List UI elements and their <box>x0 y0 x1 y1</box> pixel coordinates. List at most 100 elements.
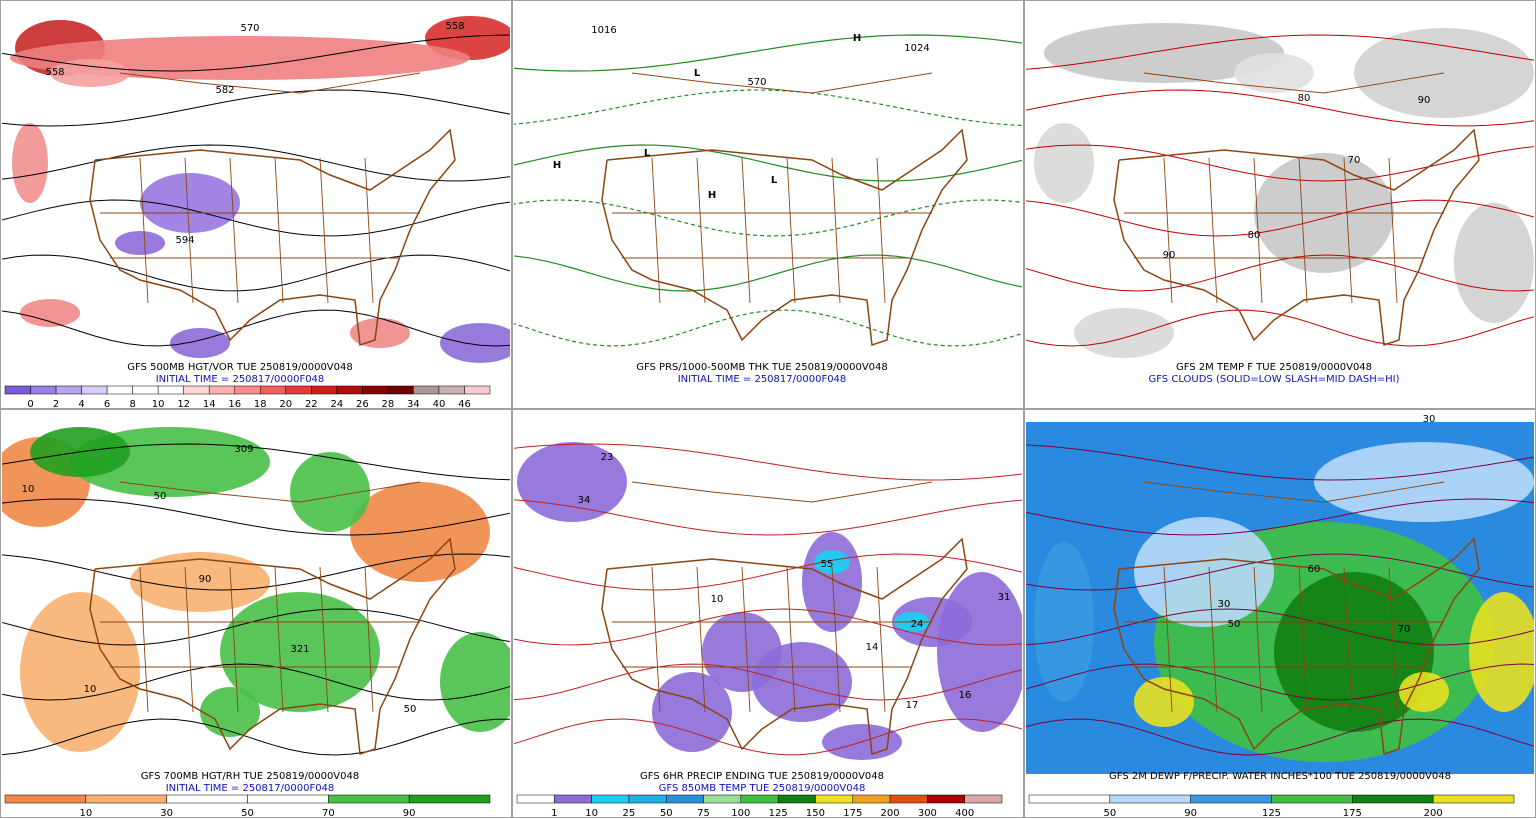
contour <box>1026 34 1534 70</box>
contour <box>1026 89 1534 127</box>
map-background <box>514 13 1022 365</box>
map-label: 24 <box>911 619 924 630</box>
contour <box>514 34 1022 72</box>
state-border <box>831 157 841 304</box>
field-area <box>12 123 48 203</box>
colorbar-swatch <box>1190 794 1272 804</box>
panel: 23 34 10 55 14 16 17 24 31 GFS 6HR PRECIP ENDING … <box>512 409 1024 819</box>
state-border <box>184 566 194 713</box>
colorbar-label: 18 <box>254 399 267 410</box>
colorbar-swatch <box>665 794 704 804</box>
country-border <box>89 128 456 347</box>
colorbar-label: 125 <box>769 808 788 819</box>
colorbar-label: 34 <box>407 399 420 410</box>
colorbar-label: 14 <box>203 399 216 410</box>
field-area <box>50 59 130 87</box>
contour <box>514 718 1022 756</box>
colorbar-swatch <box>889 794 928 804</box>
colorbar-swatch <box>30 385 57 395</box>
contour <box>2 443 510 481</box>
colorbar-label: 40 <box>433 399 446 410</box>
contour <box>1026 498 1534 536</box>
colorbar-label: 1 <box>551 808 557 819</box>
province-border <box>1143 481 1445 503</box>
field-area <box>802 532 862 632</box>
field-area <box>140 173 240 233</box>
colorbar-label: 10 <box>79 808 92 819</box>
colorbar-swatch <box>285 385 312 395</box>
colorbar-swatch <box>81 385 108 395</box>
field-area <box>440 323 510 363</box>
contour <box>2 34 510 72</box>
colorbar-label: 12 <box>177 399 190 410</box>
province-border <box>1143 72 1445 94</box>
field-area <box>170 328 230 358</box>
colorbar-swatch <box>554 794 592 804</box>
state-border <box>1208 566 1218 713</box>
colorbar-swatch <box>166 794 248 804</box>
state-border <box>1253 566 1263 713</box>
colorbar-swatch <box>183 385 210 395</box>
colorbar-swatch <box>208 385 235 395</box>
field-area <box>1234 53 1314 93</box>
province-border <box>631 481 933 503</box>
colorbar-swatch <box>336 385 363 395</box>
colorbar-label: 175 <box>843 808 862 819</box>
map-label: L <box>644 148 651 159</box>
colorbar-swatch <box>1271 794 1353 804</box>
contour <box>514 608 1022 646</box>
map-label: 558 <box>45 67 64 78</box>
panel: 570 558 582 594 558 GFS 500MB HGT/VOR TUE 250… <box>0 0 512 410</box>
colorbar-swatch <box>234 385 261 395</box>
field-area <box>1399 672 1449 712</box>
state-border <box>229 566 239 713</box>
contour <box>514 199 1022 237</box>
state-border <box>876 157 886 304</box>
state-border <box>651 566 661 713</box>
colorbar-swatch <box>4 794 87 804</box>
colorbar-swatch <box>1109 794 1191 804</box>
contour <box>1026 254 1534 292</box>
map-label: 309 <box>234 444 253 455</box>
colorbar-swatch <box>85 794 167 804</box>
field-area <box>130 552 270 612</box>
map <box>2 13 510 365</box>
contour <box>2 309 510 347</box>
map-label: 10 <box>84 684 97 695</box>
contour <box>2 553 510 591</box>
country-border <box>1113 537 1480 756</box>
map-label: L <box>771 175 778 186</box>
colorbar-swatch <box>964 794 1003 804</box>
field-area <box>752 642 852 722</box>
field-area <box>1134 517 1274 627</box>
colorbar-label: 200 <box>881 808 900 819</box>
panel-border <box>0 409 512 818</box>
field-area <box>290 452 370 532</box>
colorbar-swatch <box>362 385 389 395</box>
colorbar-label: 200 <box>1424 808 1443 819</box>
map <box>2 422 510 774</box>
map-label: 570 <box>747 77 766 88</box>
state-border <box>1388 566 1398 713</box>
state-border <box>319 157 329 304</box>
state-border <box>364 157 374 304</box>
colorbar-swatch <box>55 385 82 395</box>
colorbar-label: 20 <box>279 399 292 410</box>
colorbar-label: 6 <box>104 399 110 410</box>
colorbar-label: 10 <box>585 808 598 819</box>
state-border <box>741 566 751 713</box>
state-border <box>786 566 796 713</box>
caption: GFS 6HR PRECIP ENDING TUE 250819/0000V04… <box>640 771 884 782</box>
map-label: H <box>853 33 861 44</box>
map-label: 30 <box>1218 599 1231 610</box>
map-label: 321 <box>290 644 309 655</box>
field-area <box>1134 677 1194 727</box>
contour <box>1026 444 1534 481</box>
state-border <box>696 566 706 713</box>
colorbar-swatch <box>106 385 133 395</box>
colorbar-swatch <box>408 794 491 804</box>
colorbar-swatch <box>438 385 465 395</box>
map-label: 558 <box>445 21 464 32</box>
